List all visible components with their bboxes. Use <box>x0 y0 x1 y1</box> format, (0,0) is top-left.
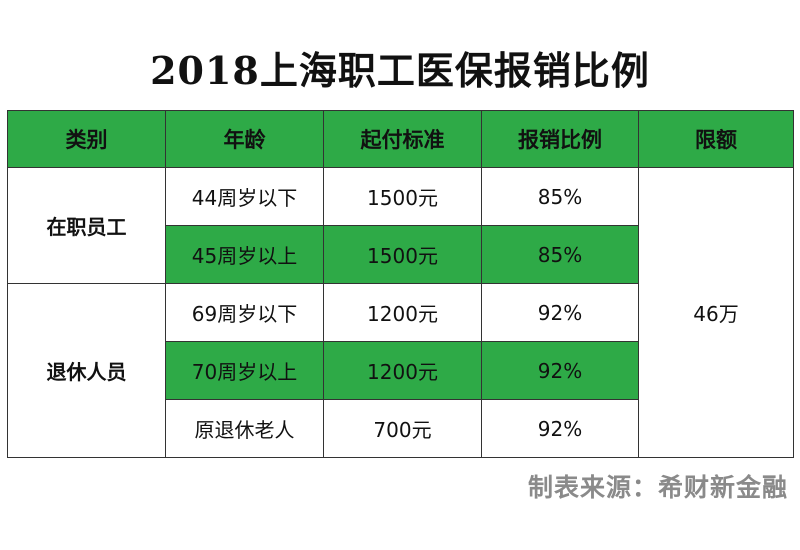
deductible-cell: 1500元 <box>323 225 482 284</box>
age-cell: 70周岁以上 <box>165 341 324 400</box>
age-cell: 69周岁以下 <box>165 283 324 342</box>
age-cell: 44周岁以下 <box>165 167 324 226</box>
header-limit: 限额 <box>638 110 794 168</box>
ratio-cell: 85% <box>481 225 639 284</box>
table-row: 45周岁以上 1500元 85% <box>8 225 794 284</box>
table-row: 原退休老人 700元 92% <box>8 399 794 458</box>
header-deductible: 起付标准 <box>323 110 482 168</box>
table-row: 70周岁以上 1200元 92% <box>8 341 794 400</box>
deductible-cell: 1200元 <box>323 283 482 342</box>
category-retiree: 退休人员 <box>7 283 166 458</box>
ratio-cell: 92% <box>481 283 639 342</box>
header-ratio: 报销比例 <box>481 110 639 168</box>
table-row: 退休人员 69周岁以下 1200元 92% <box>7 283 794 458</box>
header-row: 类别 年龄 起付标准 报销比例 限额 <box>7 110 794 168</box>
ratio-cell: 85% <box>481 167 639 226</box>
limit-cell: 46万 <box>638 167 794 458</box>
header-age: 年龄 <box>165 110 324 168</box>
source-caption: 制表来源：希财新金融 <box>527 473 788 502</box>
reimbursement-table: 类别 年龄 起付标准 报销比例 限额 在职员工 44周岁以下 1500元 85%… <box>7 110 794 458</box>
category-employee: 在职员工 <box>7 167 166 284</box>
table-row: 在职员工 44周岁以下 1500元 85% 46万 <box>7 167 794 458</box>
page-title: 2018上海职工医保报销比例 <box>150 48 650 93</box>
age-cell: 45周岁以上 <box>165 225 324 284</box>
ratio-cell: 92% <box>481 399 639 458</box>
ratio-cell: 92% <box>481 341 639 400</box>
age-cell: 原退休老人 <box>165 399 324 458</box>
deductible-cell: 700元 <box>323 399 482 458</box>
deductible-cell: 1500元 <box>323 167 482 226</box>
header-category: 类别 <box>7 110 166 168</box>
deductible-cell: 1200元 <box>323 341 482 400</box>
